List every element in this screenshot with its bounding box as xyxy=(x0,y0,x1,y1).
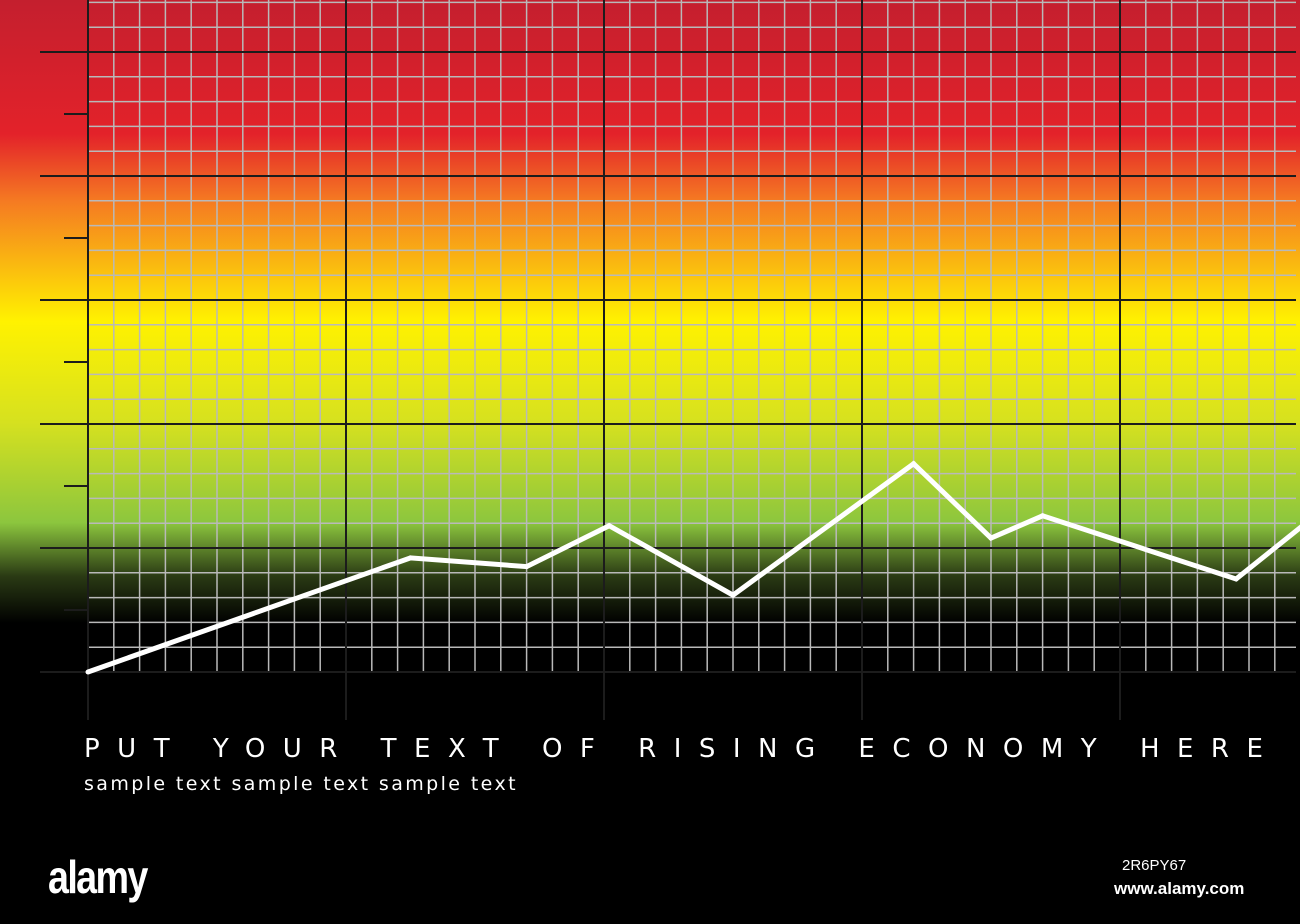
major-grid xyxy=(40,0,1296,720)
subline-text: sample text sample text sample text xyxy=(84,773,518,795)
data-point xyxy=(85,669,91,675)
data-point xyxy=(606,523,612,529)
image-id-text: 2R6PY67 xyxy=(1122,857,1187,874)
headline-text: PUT YOUR TEXT OF RISING ECONOMY HERE xyxy=(84,734,1281,764)
data-point xyxy=(408,555,413,561)
data-points xyxy=(85,461,1239,675)
data-point xyxy=(988,535,994,541)
data-point xyxy=(1040,513,1046,519)
site-url-link[interactable]: www.alamy.com xyxy=(1114,879,1245,898)
data-point xyxy=(911,461,917,467)
chart-background xyxy=(0,0,1300,670)
data-point xyxy=(1233,576,1239,582)
data-point xyxy=(730,592,736,598)
data-point xyxy=(524,564,530,570)
brand-logo: alamy xyxy=(48,851,148,903)
